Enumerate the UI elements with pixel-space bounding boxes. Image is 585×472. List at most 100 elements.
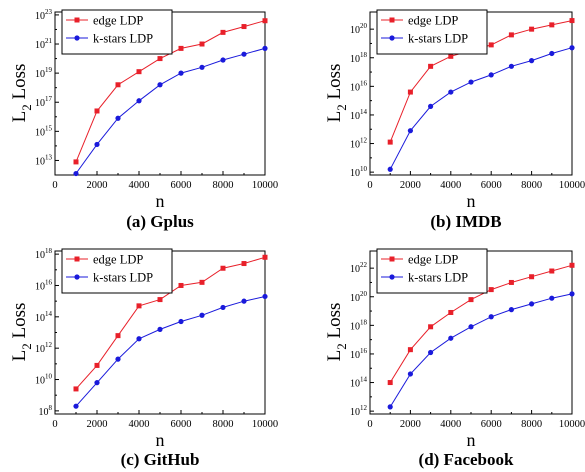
- x-tick-label: 0: [367, 180, 372, 191]
- legend: edge LDP k-stars LDP: [61, 9, 173, 55]
- data-point: [549, 22, 555, 28]
- data-point: [178, 45, 184, 51]
- x-tick-label: 4000: [440, 419, 461, 430]
- data-point: [94, 108, 100, 114]
- data-point: [241, 24, 247, 30]
- data-point: [508, 307, 514, 313]
- legend-label: edge LDP: [408, 14, 458, 28]
- data-point: [569, 291, 575, 297]
- chart-panel-2: 0 2000 4000 6000 8000 10000 1010 1012 1014 1016 10…: [324, 9, 585, 231]
- series-line: [389, 293, 573, 408]
- data-point: [94, 141, 100, 148]
- x-tick-label: 2000: [87, 419, 108, 430]
- data-point: [178, 70, 184, 76]
- data-point: [73, 403, 79, 409]
- data-point: [529, 26, 535, 32]
- series-k-stars-ldp: [73, 45, 268, 177]
- legend-label: edge LDP: [93, 14, 143, 28]
- x-tick-label: 0: [52, 419, 57, 430]
- y-tick-label: 1020: [350, 290, 368, 304]
- data-point: [569, 45, 575, 51]
- x-tick-label: 4000: [129, 419, 150, 430]
- x-tick-label: 10000: [252, 180, 278, 191]
- data-point: [178, 282, 184, 288]
- x-tick-label: 8000: [521, 419, 542, 430]
- legend-marker: [389, 17, 395, 23]
- data-point: [220, 57, 226, 63]
- legend-box: [376, 9, 488, 55]
- data-point: [549, 295, 555, 301]
- y-tick-label: 1016: [350, 347, 368, 361]
- x-axis-title: n: [467, 191, 476, 211]
- data-point: [549, 268, 555, 274]
- data-point: [157, 297, 163, 303]
- series-line: [75, 47, 266, 174]
- x-tick-label: 10000: [252, 419, 278, 430]
- data-point: [529, 274, 535, 280]
- series-line: [389, 47, 573, 170]
- legend-box: [61, 9, 173, 55]
- y-axis-title: L2 Loss: [9, 64, 34, 123]
- data-point: [428, 103, 434, 109]
- y-tick-label: 1018: [350, 318, 368, 332]
- series-k-stars-ldp: [387, 45, 575, 172]
- legend-marker: [389, 35, 395, 41]
- legend-label: k-stars LDP: [408, 271, 468, 285]
- x-tick-label: 6000: [481, 180, 502, 191]
- data-point: [488, 287, 494, 293]
- data-point: [508, 279, 514, 285]
- legend-box: [376, 248, 488, 294]
- data-point: [387, 166, 393, 172]
- legend-marker: [74, 35, 80, 41]
- data-point: [220, 29, 226, 35]
- legend-box: [61, 248, 173, 294]
- legend-marker: [389, 256, 395, 262]
- data-point: [94, 362, 100, 368]
- chart-panel-1: 0 2000 4000 6000 8000 10000 1013 1015 1017 1019 10…: [9, 8, 278, 231]
- y-tick-label: 1010: [350, 165, 368, 179]
- y-tick-label: 1014: [350, 376, 368, 390]
- legend: edge LDP k-stars LDP: [376, 248, 488, 294]
- y-tick-label: 1010: [35, 373, 53, 387]
- x-tick-label: 8000: [213, 419, 234, 430]
- data-point: [241, 51, 247, 57]
- data-point: [199, 279, 205, 285]
- y-tick-label: 1018: [35, 247, 53, 261]
- x-tick-label: 4000: [440, 180, 461, 191]
- panel-caption: (a) Gplus: [126, 212, 194, 231]
- data-point: [220, 304, 226, 311]
- y-axis-title: L2 Loss: [9, 303, 34, 362]
- data-point: [157, 56, 163, 62]
- data-point: [448, 335, 454, 341]
- series-line: [389, 264, 573, 383]
- panel-caption: (b) IMDB: [430, 212, 501, 231]
- data-point: [157, 326, 163, 332]
- data-point: [468, 79, 474, 85]
- x-tick-label: 8000: [521, 180, 542, 191]
- y-tick-label: 1012: [350, 404, 368, 418]
- data-point: [407, 347, 413, 353]
- x-axis-title: n: [467, 430, 476, 450]
- data-point: [569, 18, 575, 24]
- y-axis-title: L2 Loss: [324, 64, 349, 123]
- data-point: [262, 293, 268, 300]
- y-tick-label: 1014: [350, 108, 368, 122]
- x-tick-label: 10000: [559, 180, 585, 191]
- legend-marker: [74, 256, 80, 262]
- x-tick-label: 2000: [400, 419, 421, 430]
- data-point: [387, 139, 393, 145]
- data-point: [529, 301, 535, 307]
- legend-marker: [389, 274, 395, 280]
- data-point: [157, 82, 163, 88]
- y-tick-label: 1023: [35, 8, 53, 22]
- data-point: [115, 333, 121, 339]
- data-point: [468, 324, 474, 330]
- series-k-stars-ldp: [387, 291, 575, 410]
- data-point: [199, 312, 205, 318]
- data-point: [569, 262, 575, 268]
- data-point: [468, 297, 474, 303]
- data-point: [448, 309, 454, 315]
- data-point: [448, 89, 454, 95]
- data-point: [115, 82, 121, 88]
- data-point: [428, 349, 434, 356]
